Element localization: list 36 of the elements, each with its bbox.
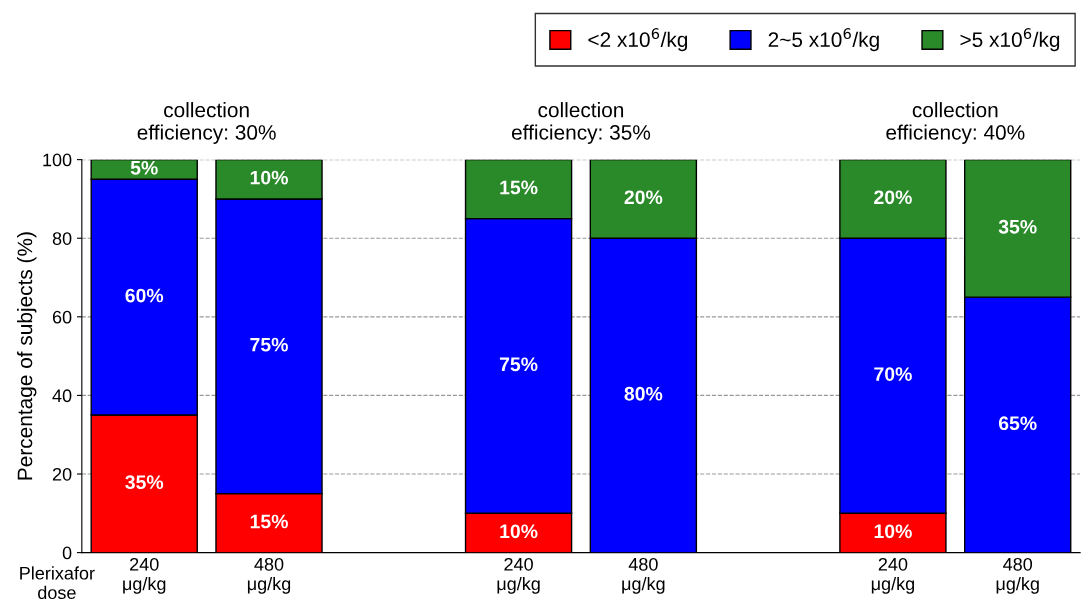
data-label: 80%	[624, 386, 663, 401]
data-label: 20%	[624, 190, 663, 205]
data-label: 60%	[125, 288, 164, 303]
data-label: 15%	[250, 514, 288, 529]
data-label: 70%	[874, 367, 912, 381]
y-tick-label: 80	[52, 232, 72, 245]
x-tick-label: 480 μg/kg	[996, 557, 1039, 594]
x-tick-label: 240 μg/kg	[871, 557, 915, 594]
y-tick-label: 100	[43, 153, 72, 167]
data-label: 75%	[250, 337, 288, 352]
legend-label: 2~5 x10$^{6}$/kg	[768, 28, 879, 52]
y-axis-title: Percentage of subjects (%)	[17, 232, 37, 480]
x-axis-title: Plerixafor dose	[20, 566, 95, 600]
x-tick-label: 480 μg/kg	[622, 557, 665, 594]
y-tick-label: 40	[52, 389, 72, 403]
text: collection efficiency: 30%	[137, 102, 276, 144]
x-tick-label: 240 μg/kg	[497, 557, 540, 594]
data-label: 10%	[500, 524, 538, 539]
data-label: 65%	[998, 416, 1037, 431]
y-tick-label: 20	[52, 467, 72, 481]
y-tick-label: 60	[52, 310, 72, 324]
x-tick-label: 240 μg/kg	[123, 557, 166, 594]
data-label: 35%	[125, 475, 164, 490]
text: collection efficiency: 35%	[511, 102, 651, 144]
text: collection efficiency: 40%	[886, 102, 1025, 144]
legend-label: <2 x10$^{6}$/kg	[588, 28, 688, 52]
data-label: 10%	[250, 170, 288, 185]
y-tick-label: 0	[62, 546, 72, 560]
data-label: 75%	[499, 357, 538, 372]
data-label: 15%	[500, 180, 538, 195]
data-label: 35%	[998, 219, 1037, 234]
x-tick-label: 480 μg/kg	[247, 557, 291, 594]
data-label: 20%	[874, 190, 912, 205]
data-label: 5%	[130, 160, 158, 175]
data-label: 10%	[874, 524, 912, 539]
legend-label: >5 x10$^{6}$/kg	[960, 28, 1060, 52]
